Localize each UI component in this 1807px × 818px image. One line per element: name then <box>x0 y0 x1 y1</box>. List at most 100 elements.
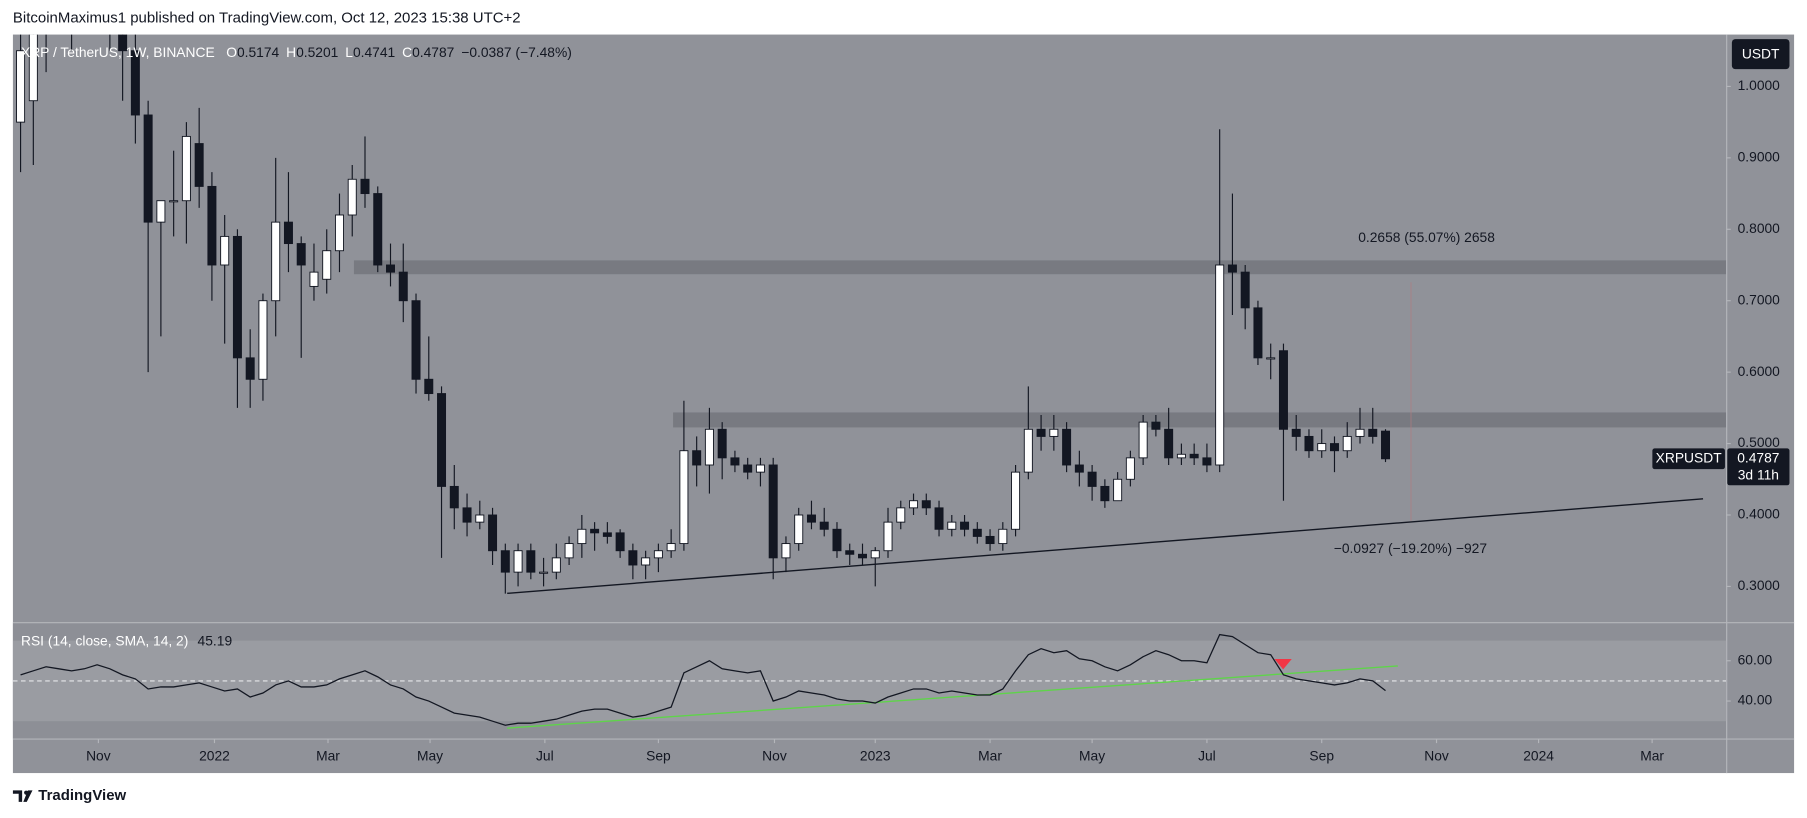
y-tick-label: 60.00 <box>1738 651 1773 667</box>
candle-body <box>947 521 957 530</box>
x-tick-label: 2024 <box>1523 748 1554 764</box>
candle-body <box>347 178 357 216</box>
candle-body <box>972 528 982 537</box>
candle-body <box>602 532 612 537</box>
candle-body <box>488 514 498 552</box>
candle-body <box>398 271 408 302</box>
x-tick-label: May <box>1079 748 1105 764</box>
candle-body <box>1138 421 1148 459</box>
y-tick-label: 0.6000 <box>1738 363 1781 379</box>
candle-body <box>1011 471 1021 530</box>
candle-body <box>551 557 561 573</box>
rsi-trendline <box>507 665 1398 729</box>
candle-body <box>1215 264 1225 466</box>
y-tick-label: 0.4000 <box>1738 506 1781 522</box>
candle-body <box>1164 428 1174 459</box>
candle-body <box>130 50 140 116</box>
candle-body <box>641 557 651 566</box>
resistance-zone <box>353 260 1727 275</box>
price-tag-value: 0.4787 <box>1737 449 1779 465</box>
candle-body <box>194 143 204 187</box>
ohlc-value: 0.4741 <box>353 44 395 60</box>
price-tag-countdown: 3d 11h <box>1738 467 1779 483</box>
candle-body <box>1151 421 1161 430</box>
candle-body <box>1329 443 1339 452</box>
candle-body <box>590 528 600 534</box>
x-tick-label: Nov <box>1424 748 1449 764</box>
x-tick-label: Jul <box>1198 748 1216 764</box>
candle-body <box>1278 350 1288 430</box>
candle-body <box>1317 443 1327 452</box>
y-tick-label: 0.9000 <box>1738 149 1781 165</box>
x-tick-label: 2023 <box>860 748 891 764</box>
ohlc-key: C <box>402 44 412 60</box>
candle-body <box>781 543 791 559</box>
candle-body <box>1253 307 1263 359</box>
candle-body <box>1049 428 1059 437</box>
candle-body <box>1074 464 1084 473</box>
candle-body <box>245 357 255 380</box>
rsi-value: 45.19 <box>198 632 233 648</box>
candle-body <box>526 550 536 573</box>
candle-body <box>934 507 944 530</box>
candle-body <box>1176 453 1186 459</box>
candle-body <box>1202 457 1212 466</box>
candle-body <box>615 532 625 552</box>
ohlc-value: 0.4787 <box>412 44 454 60</box>
symbol-title: XRP / TetherUS, 1W, BINANCE <box>21 44 215 60</box>
candle-body <box>449 485 459 509</box>
ohlc-key: L <box>345 44 353 60</box>
y-tick-label: 40.00 <box>1738 692 1773 708</box>
ohlc-key: O <box>226 44 237 60</box>
x-tick-label: 2022 <box>199 748 230 764</box>
candle-body <box>832 528 842 552</box>
candle-body <box>870 550 880 559</box>
candle-body <box>1355 428 1365 437</box>
currency-button-bg[interactable] <box>1731 39 1790 70</box>
rsi-name: RSI (14, close, SMA, 14, 2) <box>21 632 188 648</box>
candle-body <box>883 521 893 552</box>
candle-body <box>730 457 740 466</box>
candle-body <box>666 543 676 552</box>
candle-body <box>806 514 816 523</box>
candle-body <box>1189 453 1199 459</box>
symbol-legend: XRP / TetherUS, 1W, BINANCE O0.5174 H0.520… <box>21 44 572 60</box>
ascending-trendline <box>507 498 1704 595</box>
price-tag-bg <box>1727 448 1790 486</box>
candle-body <box>424 378 434 395</box>
candle-body <box>564 543 574 559</box>
candle-body <box>1304 435 1314 452</box>
logo-dot <box>24 790 29 795</box>
candle-body <box>768 464 778 559</box>
candle-body <box>921 500 931 509</box>
candle-body <box>1113 478 1123 502</box>
candle-body <box>960 521 970 530</box>
candle-body <box>1100 485 1110 502</box>
candle-body <box>743 464 753 473</box>
candle-body <box>998 528 1008 545</box>
y-tick-label: 0.5000 <box>1738 434 1781 450</box>
candle-body <box>819 521 829 530</box>
candle-body <box>755 464 765 473</box>
candle-body <box>322 250 332 280</box>
candle-body <box>16 50 26 123</box>
candle-body <box>1125 457 1135 480</box>
candle-body <box>1342 435 1352 452</box>
candle-body <box>985 535 995 545</box>
footer-brand: TradingView <box>38 787 126 804</box>
publish-header: BitcoinMaximus1 published on TradingView… <box>13 9 521 26</box>
candle-body <box>1368 428 1378 437</box>
y-tick-label: 0.8000 <box>1738 220 1781 236</box>
candle-body <box>258 300 268 380</box>
candle-body <box>181 135 191 202</box>
currency-button[interactable]: USDT <box>1731 39 1790 70</box>
currency-button-label[interactable]: USDT <box>1742 45 1780 61</box>
candle-body <box>462 507 472 523</box>
candle-body <box>271 221 281 302</box>
candle-body <box>628 550 638 566</box>
x-tick-label: Jul <box>536 748 554 764</box>
candle-body <box>296 243 306 266</box>
candle-body <box>283 221 293 245</box>
candle-body <box>794 514 804 545</box>
candle-body <box>169 200 179 203</box>
